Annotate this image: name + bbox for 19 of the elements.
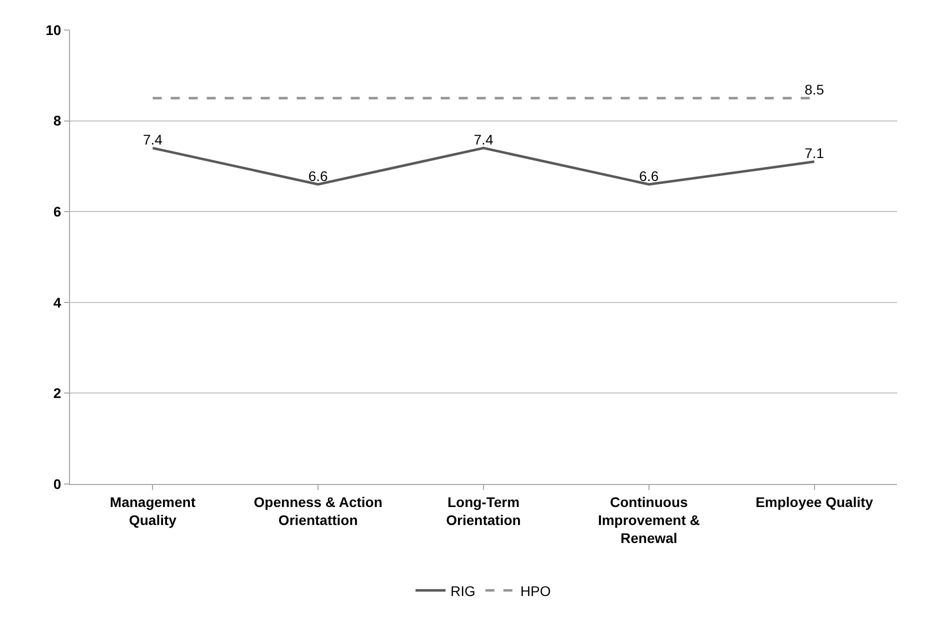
data-label: 6.6 bbox=[308, 168, 328, 184]
x-tick-label: Openness & Action Orientattion bbox=[254, 494, 382, 528]
data-label: 7.4 bbox=[474, 132, 494, 148]
x-tick-label: Continuous Improvement & Renewal bbox=[598, 494, 700, 546]
x-tick-label: Long-Term Orientation bbox=[446, 494, 521, 528]
data-label: 7.1 bbox=[804, 145, 824, 162]
y-tick-label: 4 bbox=[53, 294, 62, 310]
y-tick-label: 6 bbox=[53, 204, 62, 220]
legend-label: HPO bbox=[520, 582, 551, 599]
data-label: 8.5 bbox=[804, 82, 824, 98]
data-label: 6.6 bbox=[639, 168, 659, 184]
x-tick-label: Employee Quality bbox=[756, 494, 874, 510]
y-tick-label: 8 bbox=[53, 112, 62, 129]
y-tick-label: 0 bbox=[53, 476, 62, 492]
y-tick-label: 10 bbox=[46, 22, 62, 38]
data-label: 7.4 bbox=[142, 132, 163, 148]
x-tick-label: Management Quality bbox=[110, 494, 196, 528]
y-tick-label: 2 bbox=[53, 385, 62, 402]
legend-label: RIG bbox=[450, 582, 476, 599]
